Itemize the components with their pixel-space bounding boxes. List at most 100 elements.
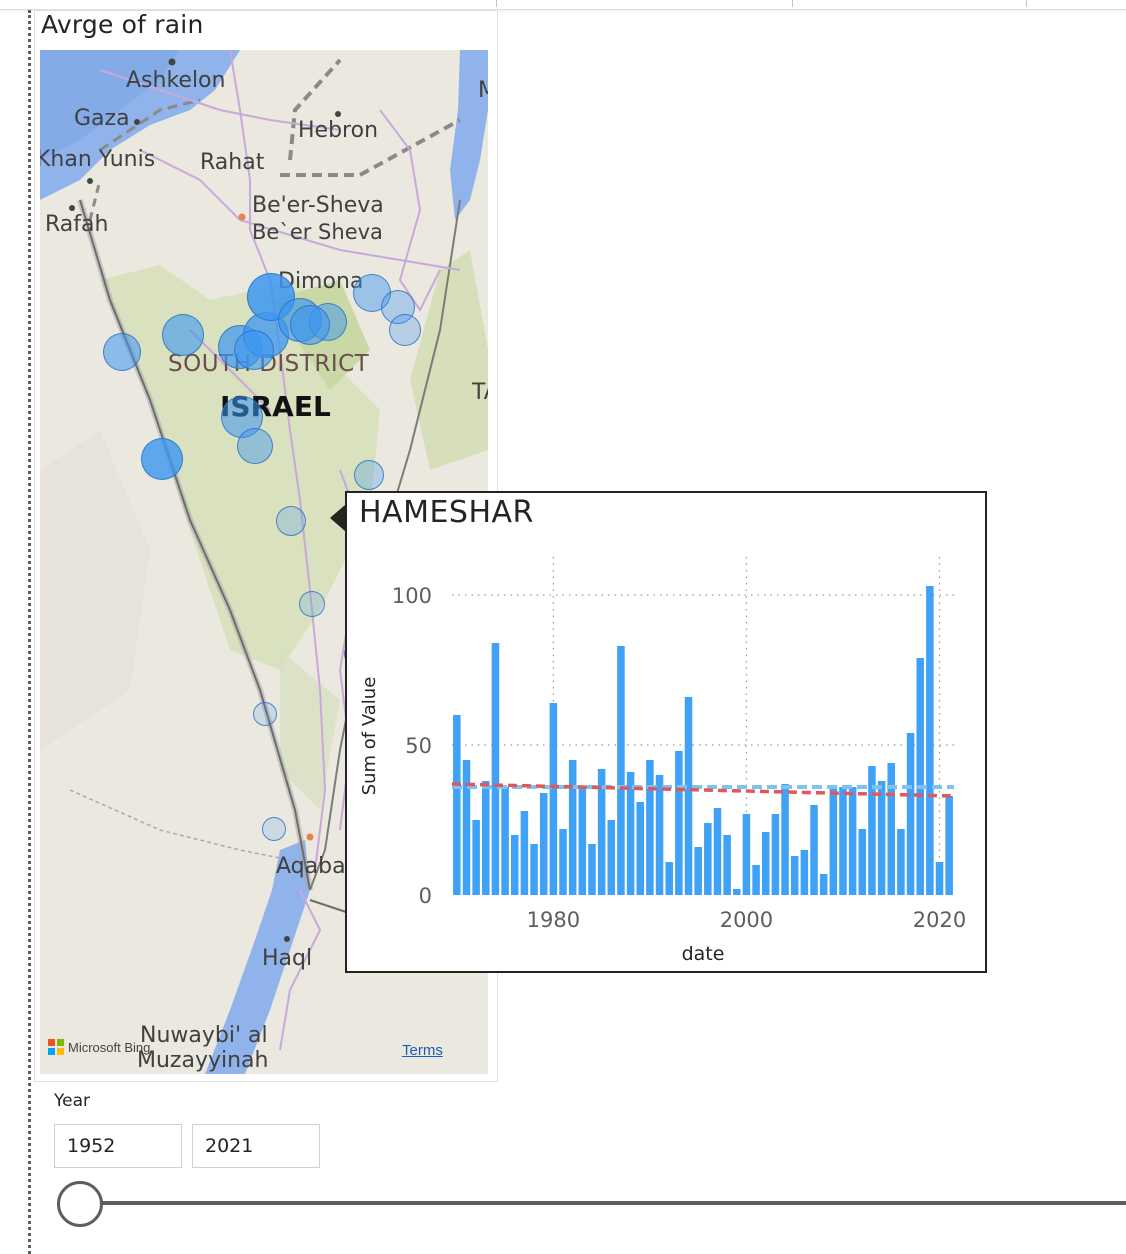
chart-bar [800, 850, 809, 895]
rain-bar-chart: 0 50 100 1980 2000 2020 date Sum of Value [359, 557, 966, 965]
chart-bar [646, 760, 654, 895]
chart-bar [761, 832, 770, 895]
tooltip-title: HAMESHAR [359, 495, 534, 530]
y-tick-label: 0 [419, 884, 432, 908]
chart-bar [868, 766, 876, 895]
chart-bar [462, 760, 471, 895]
chart-bar [848, 787, 857, 895]
map-label-rahat: Rahat [200, 150, 265, 175]
chart-bar [675, 751, 683, 895]
year-end-input[interactable] [192, 1124, 320, 1168]
bubble-map[interactable]: Ashkelon Gaza Hebron Khan Yunis Rahat Be… [40, 50, 488, 1074]
slicer-label: Year [54, 1091, 90, 1111]
chart-bar [597, 769, 606, 895]
chart-bar [858, 829, 867, 895]
chart-bar [790, 856, 799, 895]
y-tick-label: 50 [405, 734, 432, 758]
chart-bar [887, 763, 896, 895]
top-pane-bar [0, 0, 1126, 10]
chart-bar [501, 787, 509, 895]
x-axis-title: date [682, 943, 725, 965]
terms-link[interactable]: Terms [402, 1042, 443, 1059]
map-label-muzayyinah: Muzayyinah [137, 1048, 269, 1073]
selection-border [28, 10, 31, 1254]
chart-bar [665, 862, 673, 895]
pane-separator [1026, 0, 1027, 7]
chart-bar [510, 835, 519, 895]
attribution-text: Microsoft Bing [68, 1039, 151, 1055]
y-tick-label: 100 [392, 584, 432, 608]
chart-bar [607, 820, 616, 895]
chart-bar [704, 823, 712, 895]
chart-bar [781, 784, 789, 895]
map-label-ashkelon: Ashkelon [126, 68, 226, 93]
map-bubble[interactable] [237, 428, 273, 464]
chart-bar [694, 847, 702, 895]
chart-bar [491, 643, 500, 895]
chart-bar [453, 715, 461, 895]
chart-bar [578, 787, 587, 895]
chart-bar [617, 646, 625, 895]
chart-bar [916, 658, 924, 895]
map-bubble[interactable] [262, 817, 286, 841]
chart-bar [877, 781, 886, 895]
tooltip-pointer [330, 505, 345, 531]
map-bubble[interactable] [253, 702, 277, 726]
chart-bar [713, 808, 722, 895]
chart-bar [568, 760, 577, 895]
chart-bar [520, 811, 529, 895]
map-label-gaza: Gaza [74, 106, 130, 131]
map-label-nuwaybi: Nuwaybi' al [140, 1023, 268, 1048]
map-label-rafah: Rafah [45, 212, 109, 237]
map-label-beer-sheva-alt: Be`er Sheva [252, 220, 383, 244]
x-tick-label: 1980 [527, 908, 580, 932]
map-base-layer [40, 50, 488, 1074]
map-label-khan-yunis: Khan Yunis [40, 147, 156, 172]
chart-bar [655, 775, 664, 895]
chart-bar [935, 862, 944, 895]
chart-bar [549, 703, 558, 895]
map-label-haql: Haql [262, 946, 313, 971]
chart-bar [771, 814, 780, 895]
chart-bar [588, 844, 596, 895]
map-label-aqaba: Aqaba [276, 854, 346, 879]
pane-separator [496, 0, 497, 7]
chart-bar [906, 733, 915, 895]
chart-bar [733, 889, 741, 895]
map-bubble[interactable] [389, 314, 421, 346]
chart-bar [530, 844, 538, 895]
x-tick-label: 2000 [720, 908, 773, 932]
map-bubble[interactable] [234, 330, 274, 370]
map-bubble[interactable] [299, 591, 325, 617]
chart-bar [829, 787, 838, 895]
chart-bar [819, 874, 828, 895]
map-bubble[interactable] [103, 333, 141, 371]
year-slider-handle[interactable] [57, 1181, 103, 1227]
map-bubble[interactable] [354, 460, 384, 490]
map-bubble[interactable] [276, 506, 306, 536]
chart-bar [926, 586, 934, 895]
chart-bar [723, 835, 731, 895]
tooltip-card: HAMESHAR 0 50 100 1980 2000 2020 date Sum of Va… [345, 491, 987, 973]
year-start-input[interactable] [54, 1124, 182, 1168]
map-label-hebron: Hebron [298, 118, 379, 143]
chart-bar [472, 820, 480, 895]
chart-bar [539, 793, 548, 895]
chart-bar [752, 865, 760, 895]
chart-bar [810, 805, 818, 895]
map-bubble[interactable] [141, 438, 183, 480]
chart-bar [482, 781, 490, 895]
map-bubble[interactable] [162, 314, 204, 356]
microsoft-logo-icon [48, 1039, 64, 1055]
map-label-ta: TA [472, 380, 488, 405]
chart-bar [684, 697, 693, 895]
chart-bar [626, 772, 635, 895]
chart-bar [897, 829, 905, 895]
year-slider-track[interactable] [80, 1201, 1126, 1205]
map-title: Avrge of rain [41, 10, 204, 39]
chart-bar [559, 829, 567, 895]
bing-attribution: Microsoft Bing [48, 1039, 150, 1055]
chart-bar [945, 796, 953, 895]
map-label-beer-sheva: Be'er-Sheva [252, 193, 384, 218]
map-bubble[interactable] [290, 305, 330, 345]
